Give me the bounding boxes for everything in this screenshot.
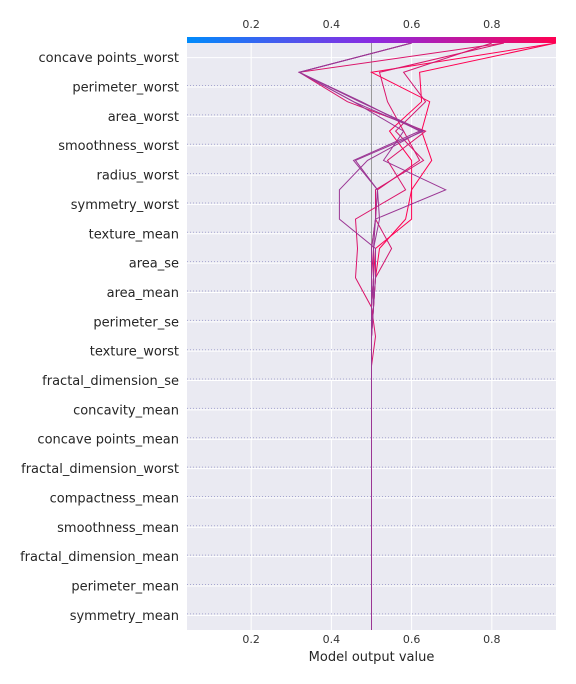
feature-label: perimeter_mean — [71, 579, 179, 594]
colorbar — [187, 37, 556, 43]
feature-label: compactness_mean — [50, 491, 179, 506]
feature-label: texture_worst — [90, 345, 179, 360]
feature-label: perimeter_se — [93, 315, 179, 330]
feature-label: perimeter_worst — [72, 81, 179, 96]
feature-label: area_se — [129, 257, 179, 272]
series-line — [297, 42, 447, 630]
feature-label: area_mean — [107, 286, 179, 301]
x-axis-ticks: 0.2 0.4 0.6 0.8 — [242, 633, 500, 646]
x-tick-label: 0.8 — [483, 633, 501, 646]
colorbar-ticks: 0.2 0.4 0.6 0.8 — [242, 18, 500, 31]
colorbar-tick-label: 0.2 — [242, 18, 260, 31]
x-tick-label: 0.4 — [323, 633, 341, 646]
feature-label: fractal_dimension_se — [42, 374, 179, 389]
feature-label: smoothness_mean — [57, 521, 179, 536]
feature-label: fractal_dimension_mean — [20, 550, 179, 565]
colorbar-tick-label: 0.8 — [483, 18, 501, 31]
x-tick-label: 0.2 — [242, 633, 260, 646]
feature-labels: concave points_worst perimeter_worst area_… — [20, 51, 179, 624]
x-axis-title: Model output value — [309, 650, 435, 665]
feature-label: concavity_mean — [73, 403, 179, 418]
colorbar-tick-label: 0.4 — [323, 18, 341, 31]
feature-label: symmetry_mean — [70, 609, 179, 624]
feature-label: smoothness_worst — [58, 139, 179, 154]
colorbar-tick-label: 0.6 — [403, 18, 421, 31]
feature-label: symmetry_worst — [71, 198, 179, 213]
feature-label: area_worst — [108, 110, 179, 125]
feature-label: radius_worst — [97, 169, 180, 184]
x-tick-label: 0.6 — [403, 633, 421, 646]
feature-label: concave points_worst — [38, 51, 179, 66]
feature-label: fractal_dimension_worst — [21, 462, 179, 477]
feature-label: concave points_mean — [37, 433, 179, 448]
series-lines — [297, 42, 557, 630]
feature-label: texture_mean — [89, 227, 179, 242]
